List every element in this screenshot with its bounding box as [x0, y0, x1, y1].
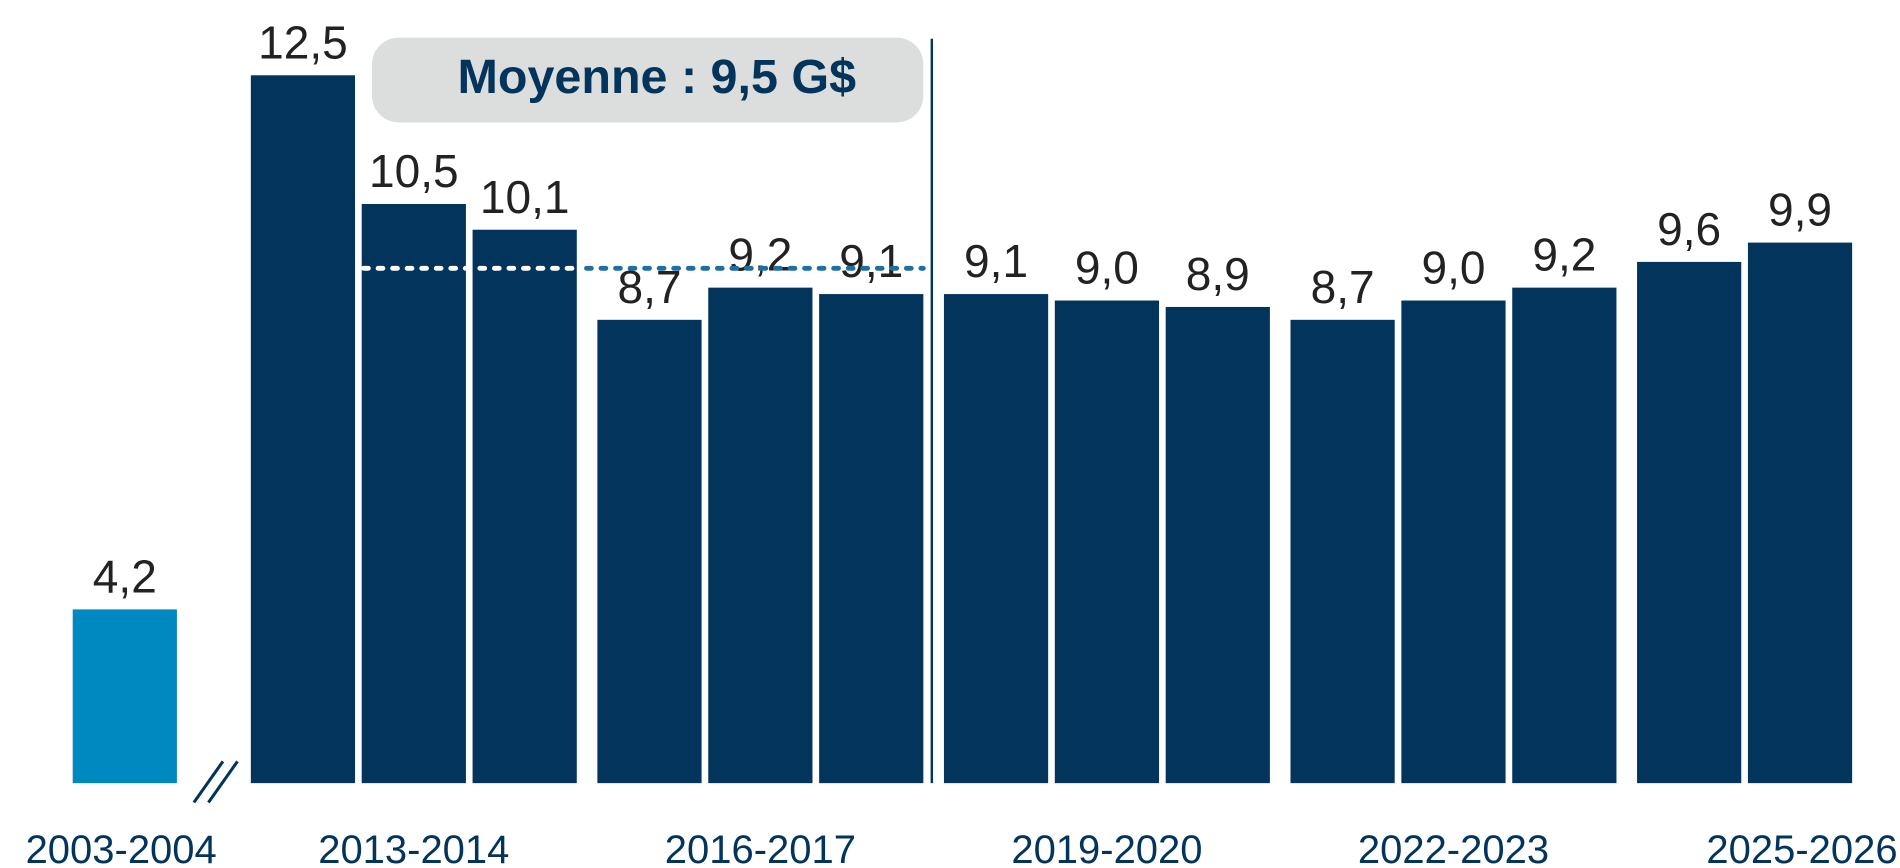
bar: [250, 75, 356, 784]
axis-break: [207, 760, 239, 804]
mean-box: [372, 37, 924, 123]
x-tick-label: 2016-2017: [665, 828, 856, 868]
value-label: 9,0: [1421, 242, 1485, 294]
x-tick-label: 2003-2004: [26, 828, 217, 868]
value-label: 12,5: [258, 16, 348, 68]
value-label: 9,2: [1532, 229, 1596, 281]
bar: [1637, 261, 1742, 784]
bar: [361, 203, 466, 784]
value-label: 10,1: [480, 171, 570, 223]
bar: [1165, 306, 1270, 784]
axis-break: [192, 760, 225, 804]
bar: [1054, 300, 1160, 784]
x-tick-label: 2013-2014: [318, 828, 509, 868]
mean-label: Moyenne : 9,5 G$: [457, 50, 856, 104]
x-tick-label: 2019-2020: [1011, 828, 1202, 868]
bar: [943, 294, 1049, 784]
value-label: 9,1: [964, 235, 1028, 287]
bar: [1512, 287, 1617, 784]
value-label: 10,5: [369, 145, 459, 197]
value-label: 9,0: [1075, 242, 1139, 294]
value-label: 4,2: [93, 550, 157, 602]
x-tick-label: 2025-2026: [1706, 828, 1897, 868]
bar: [819, 294, 924, 784]
bar: [708, 287, 813, 784]
bar: [1747, 242, 1853, 784]
bar: [472, 229, 577, 784]
bar: [1290, 319, 1395, 784]
value-label: 9,2: [728, 229, 792, 281]
bar: [597, 319, 702, 784]
bar: [1401, 300, 1506, 784]
value-label: 8,9: [1186, 248, 1250, 300]
value-label: 9,9: [1768, 184, 1832, 236]
value-label: 8,7: [1311, 261, 1375, 313]
x-tick-label: 2022-2023: [1358, 828, 1549, 868]
value-label: 9,6: [1657, 203, 1721, 255]
value-label: 9,1: [839, 235, 903, 287]
bar: [72, 609, 177, 784]
